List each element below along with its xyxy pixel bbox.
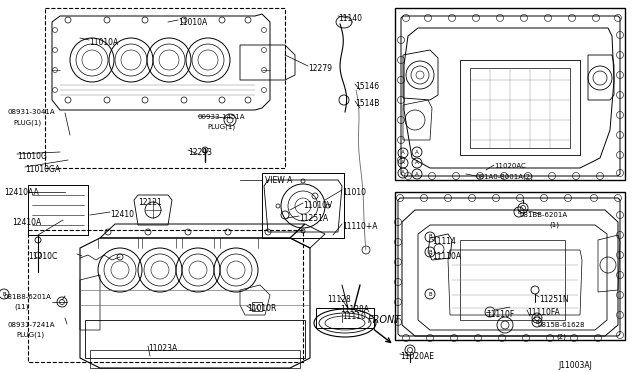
Text: 11110: 11110 — [342, 312, 366, 321]
Text: A: A — [401, 160, 405, 166]
Text: 11251N: 11251N — [539, 295, 568, 304]
Text: 11010: 11010 — [342, 188, 366, 197]
Text: 11110+A: 11110+A — [342, 222, 378, 231]
Bar — [395, 192, 625, 340]
Text: A: A — [415, 171, 419, 176]
Text: 0815B-61628: 0815B-61628 — [537, 322, 584, 328]
Text: 11251A: 11251A — [299, 214, 328, 223]
Text: 12410AA: 12410AA — [4, 188, 39, 197]
Text: 11023A: 11023A — [148, 344, 177, 353]
Bar — [470, 68, 570, 148]
Text: 12121: 12121 — [138, 198, 162, 207]
Text: 12293: 12293 — [188, 148, 212, 157]
Text: A: A — [255, 305, 259, 311]
Bar — [45, 8, 285, 168]
Text: 081B8-6201A: 081B8-6201A — [4, 294, 52, 300]
Text: PLUG(1): PLUG(1) — [16, 332, 44, 339]
Text: 11110FA: 11110FA — [527, 308, 560, 317]
Bar — [262, 173, 344, 238]
Text: 11140: 11140 — [338, 14, 362, 23]
Text: B: B — [428, 234, 432, 240]
Bar — [460, 240, 565, 320]
Text: 1514B: 1514B — [355, 99, 380, 108]
Text: J11003AJ: J11003AJ — [558, 361, 592, 370]
Text: 11010A: 11010A — [89, 38, 118, 47]
Text: 11010GA: 11010GA — [25, 165, 60, 174]
Bar — [28, 230, 303, 362]
Text: 11010A: 11010A — [178, 18, 207, 27]
Text: 11020AC: 11020AC — [494, 163, 525, 169]
Text: 11110A: 11110A — [432, 252, 461, 261]
Text: 11128A: 11128A — [340, 305, 369, 314]
Text: A: A — [415, 160, 419, 166]
Text: PLUG(1): PLUG(1) — [207, 124, 235, 131]
Text: B: B — [517, 209, 521, 215]
Text: 11010V: 11010V — [303, 201, 332, 210]
Text: 08931-7241A: 08931-7241A — [7, 322, 54, 328]
Text: B: B — [535, 320, 539, 324]
Text: 00933-1451A: 00933-1451A — [198, 114, 246, 120]
Text: 11128: 11128 — [327, 295, 351, 304]
Text: (2): (2) — [556, 333, 566, 340]
Text: 15146: 15146 — [355, 82, 379, 91]
Text: 11020AE: 11020AE — [400, 352, 434, 361]
Text: 11114: 11114 — [432, 237, 456, 246]
Bar — [316, 308, 374, 328]
Text: VIEW A: VIEW A — [265, 176, 292, 185]
Text: 12279: 12279 — [308, 64, 332, 73]
Text: A: A — [401, 170, 405, 176]
Bar — [252, 302, 262, 311]
Text: 12410A: 12410A — [12, 218, 41, 227]
Text: 12410: 12410 — [110, 210, 134, 219]
Text: 081A0-8001A(2): 081A0-8001A(2) — [476, 174, 534, 180]
Text: 11010C: 11010C — [28, 252, 57, 261]
Text: B: B — [428, 250, 432, 254]
Bar — [460, 60, 580, 155]
Text: (1): (1) — [549, 222, 559, 228]
Text: (11): (11) — [14, 304, 29, 311]
Text: B: B — [2, 292, 6, 296]
Text: 11110F: 11110F — [486, 310, 515, 319]
Text: PLUG(1): PLUG(1) — [13, 119, 41, 125]
Text: 11010R: 11010R — [247, 304, 276, 313]
Text: 11010G: 11010G — [17, 152, 47, 161]
Text: 081BB-6201A: 081BB-6201A — [519, 212, 567, 218]
Bar — [395, 8, 625, 180]
Text: 08931-3041A: 08931-3041A — [7, 109, 54, 115]
Text: A: A — [401, 151, 405, 155]
Text: FRONT: FRONT — [368, 315, 401, 325]
Bar — [28, 185, 88, 235]
Text: A: A — [415, 150, 419, 154]
Text: B: B — [428, 292, 432, 296]
